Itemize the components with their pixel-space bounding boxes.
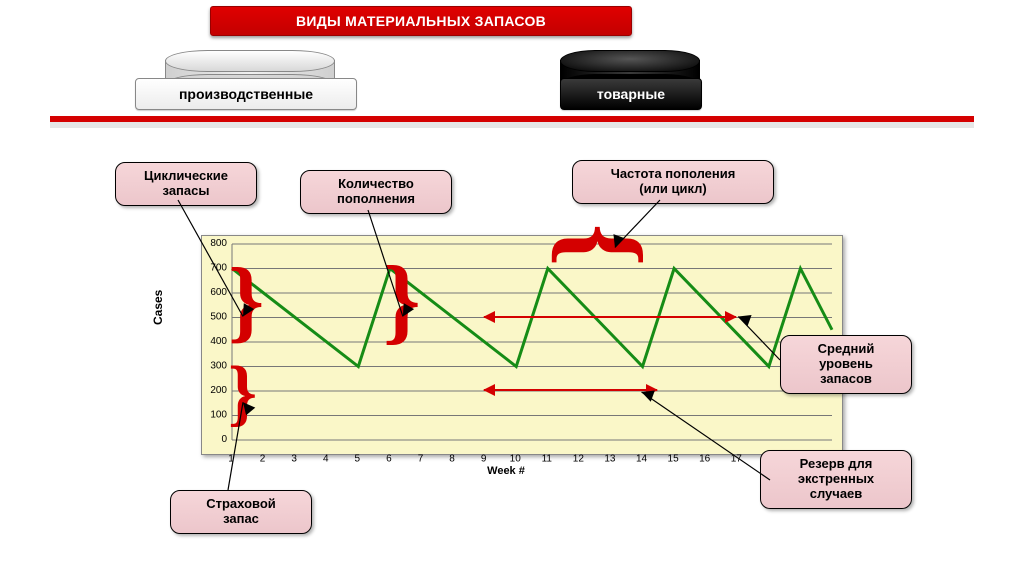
callout-safety: Страховойзапас <box>170 490 312 534</box>
callout-reserve: Резерв дляэкстренныхслучаев <box>760 450 912 509</box>
chip-production: производственные <box>135 78 357 110</box>
divider-grey <box>50 122 974 128</box>
brace-cyclic: } <box>228 254 264 346</box>
callout-average: Среднийуровеньзапасов <box>780 335 912 394</box>
brace-refill: } <box>383 252 421 348</box>
arrow-average-1 <box>484 316 737 318</box>
brace-safety: } <box>228 356 257 430</box>
plot-svg <box>202 236 842 454</box>
chip-goods: товарные <box>560 78 702 110</box>
callout-frequency: Частота пополения(или цикл) <box>572 160 774 204</box>
y-axis-label: Cases <box>151 290 165 325</box>
x-axis-label: Week # <box>156 465 856 477</box>
page-title: ВИДЫ МАТЕРИАЛЬНЫХ ЗАПАСОВ <box>210 6 632 36</box>
arrow-average-2 <box>484 389 658 391</box>
brace-freq: { <box>549 223 659 266</box>
plot-panel <box>201 235 843 455</box>
callout-refill: Количествопополнения <box>300 170 452 214</box>
callout-cyclic: Циклическиезапасы <box>115 162 257 206</box>
